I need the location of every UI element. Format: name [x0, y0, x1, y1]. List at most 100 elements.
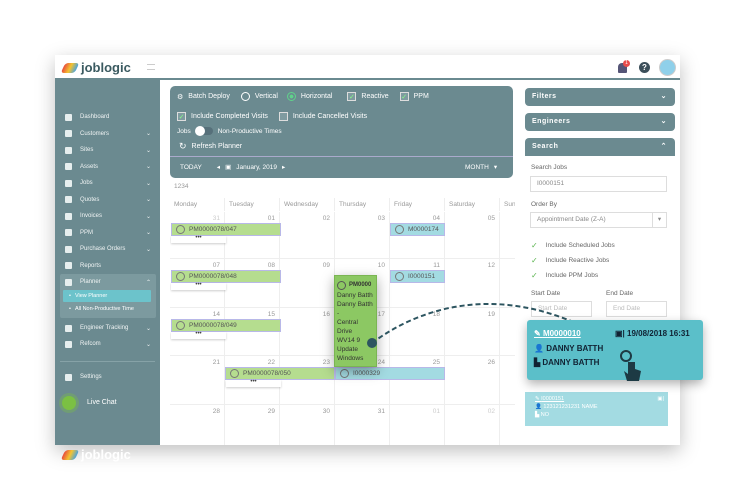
search-option-checkbox[interactable]: ✓ Include PPM Jobs — [531, 271, 598, 280]
day-cell[interactable] — [500, 212, 515, 259]
calendar-event[interactable]: I0000329 — [335, 367, 445, 380]
popup-job-link[interactable]: ✎ M0000010 — [534, 329, 581, 338]
sidebar-item-invoices[interactable]: Invoices ⌄ — [65, 209, 155, 223]
user-avatar-icon[interactable] — [659, 59, 676, 76]
more-events-button[interactable]: ••• — [171, 331, 226, 339]
more-events-button[interactable]: ••• — [226, 379, 281, 387]
day-cell[interactable]: 02 — [280, 212, 335, 259]
sidebar-item-quotes[interactable]: Quotes ⌄ — [65, 193, 155, 207]
calendar-event[interactable]: PM0000078/047 — [171, 223, 281, 236]
sidebar-item-ppm[interactable]: PPM ⌄ — [65, 226, 155, 240]
day-cell[interactable]: 30 — [280, 405, 335, 445]
dragged-event-card[interactable]: PM0000 Danny Batth Danny Batth - Central D… — [334, 275, 377, 367]
today-button[interactable]: TODAY — [180, 163, 202, 171]
search-option-checkbox[interactable]: ✓ Include Reactive Jobs — [531, 256, 609, 265]
calendar-event[interactable]: PM0000078/048 — [171, 270, 281, 283]
day-cell[interactable]: 29 — [225, 405, 280, 445]
more-events-button[interactable]: ••• — [171, 235, 226, 243]
day-cell[interactable]: 02 — [445, 405, 500, 445]
prev-month-icon[interactable]: ◂ — [216, 164, 221, 171]
sidebar-item-customers[interactable]: Customers ⌄ — [65, 127, 155, 141]
view-label: MONTH — [465, 163, 489, 171]
sidebar-item-non-productive-time[interactable]: • All Non-Productive Time — [69, 306, 134, 312]
day-cell[interactable]: 25 — [390, 356, 445, 405]
sidebar-item-sites[interactable]: Sites ⌄ — [65, 143, 155, 157]
refcom-icon — [65, 340, 72, 348]
day-cell[interactable]: 01 — [390, 405, 445, 445]
include-cancelled-checkbox[interactable] — [278, 112, 288, 121]
calendar-caption: 1234 — [174, 183, 189, 190]
day-cell[interactable]: 03 — [335, 212, 390, 259]
more-events-button[interactable]: ••• — [171, 282, 226, 290]
sidebar-item-engineer-tracking[interactable]: Engineer Tracking ⌄ — [65, 321, 155, 335]
view-select[interactable]: MONTH ▾ — [465, 163, 497, 172]
brand-logo[interactable]: joblogic — [60, 60, 131, 75]
drag-start-dot — [367, 338, 377, 348]
jobs-toggle[interactable] — [194, 126, 213, 136]
search-option-checkbox[interactable]: ✓ Include Scheduled Jobs — [531, 241, 615, 250]
sidebar-item-view-planner[interactable]: • View Planner — [63, 290, 151, 302]
live-chat-icon[interactable] — [62, 396, 76, 410]
sidebar-item-refcom[interactable]: Refcom ⌄ — [65, 337, 155, 351]
next-month-icon[interactable]: ▸ — [281, 164, 286, 171]
hamburger-icon[interactable] — [147, 64, 155, 70]
filters-panel-header[interactable]: Filters ⌄ — [525, 88, 675, 106]
day-cell[interactable]: 31 — [335, 405, 390, 445]
job-popup-card[interactable]: ✎ M0000010 ▣| 19/08/2018 16:31 👤 DANNY B… — [527, 320, 703, 380]
calendar-event[interactable]: M0000174 — [390, 223, 445, 236]
sidebar-item-assets[interactable]: Assets ⌄ — [65, 160, 155, 174]
sidebar-item-reports[interactable]: Reports — [65, 259, 155, 273]
sidebar-item-settings[interactable]: Settings — [65, 370, 155, 384]
day-cell[interactable]: 08 — [225, 259, 280, 308]
ppm-checkbox[interactable]: ✓ — [399, 92, 409, 101]
day-cell[interactable]: 05 — [445, 212, 500, 259]
day-cell[interactable] — [500, 356, 515, 405]
include-completed-checkbox[interactable]: ✓ — [177, 112, 186, 121]
day-cell[interactable]: 18 — [390, 308, 445, 356]
sidebar-item-planner[interactable]: Planner ⌃ — [65, 275, 155, 289]
day-cell[interactable]: 12 — [445, 259, 500, 308]
sidebar: Dashboard Customers ⌄ Sites ⌄ Assets ⌄ Jobs ⌄ Quo… — [55, 80, 160, 462]
day-cell[interactable]: 19 — [445, 308, 500, 356]
day-cell[interactable]: 23 — [280, 356, 335, 405]
day-cell[interactable] — [500, 308, 515, 356]
help-icon[interactable]: ? — [639, 62, 650, 73]
live-chat-button[interactable]: Live Chat — [87, 399, 117, 406]
day-cell[interactable]: 11 — [390, 259, 445, 308]
day-cell[interactable]: 21 — [170, 356, 225, 405]
reactive-checkbox[interactable]: ✓ — [347, 92, 357, 101]
start-date-label: Start Date — [531, 290, 561, 297]
engineers-panel-header[interactable]: Engineers ⌄ — [525, 113, 675, 131]
bell-icon[interactable] — [618, 63, 627, 73]
day-cell[interactable] — [500, 259, 515, 308]
order-by-value: Appointment Date (Z-A) — [537, 216, 606, 223]
search-jobs-input[interactable]: I0000151 — [530, 176, 667, 192]
dashboard-icon — [65, 113, 72, 121]
result-id[interactable]: ✎ I0000151 — [535, 396, 565, 402]
day-cell[interactable]: 24 — [335, 356, 390, 405]
vertical-radio[interactable] — [240, 92, 250, 101]
sidebar-item-jobs[interactable]: Jobs ⌄ — [65, 176, 155, 190]
day-cell[interactable]: 28 — [170, 405, 225, 445]
dragged-line: Update — [337, 346, 358, 353]
calendar-event[interactable]: I0000151 — [390, 270, 445, 283]
chevron-down-icon: ⌄ — [145, 230, 151, 236]
end-date-input[interactable]: End Date — [606, 301, 667, 317]
day-cell[interactable]: 15 — [225, 308, 280, 356]
batch-deploy-button[interactable]: Batch Deploy — [188, 93, 230, 100]
sidebar-item-dashboard[interactable]: Dashboard — [65, 110, 155, 124]
day-header: Tuesday — [225, 198, 280, 211]
horizontal-radio[interactable] — [286, 92, 296, 101]
calendar-event[interactable]: PM0000078/049 — [171, 319, 281, 332]
search-panel-header[interactable]: Search ⌃ — [525, 138, 675, 156]
search-result-card[interactable]: ✎ I0000151 👤 123121231231 NAME ▙ NO ▣| — [525, 392, 668, 426]
popup-customer-text: DANNY BATTH — [546, 344, 604, 353]
day-cell[interactable]: 26 — [445, 356, 500, 405]
label: Invoices — [80, 213, 103, 219]
sidebar-item-purchase-orders[interactable]: Purchase Orders ⌄ — [65, 242, 155, 256]
order-by-select[interactable]: Appointment Date (Z-A) ▾ — [530, 212, 667, 228]
event-icon — [337, 280, 346, 290]
calendar-event[interactable]: PM0000078/050 — [225, 367, 335, 380]
refresh-planner-button[interactable]: Refresh Planner — [191, 143, 243, 150]
label: Assets — [80, 163, 99, 170]
